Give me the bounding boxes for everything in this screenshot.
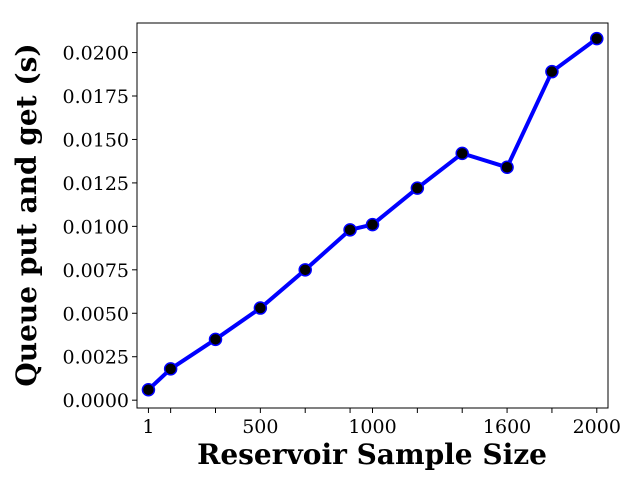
plot-area-frame <box>136 22 609 409</box>
data-point <box>343 223 357 237</box>
y-tick-label: 0.0050 <box>63 303 129 325</box>
x-tick-label: 1600 <box>483 416 531 438</box>
data-point <box>545 64 559 79</box>
y-tick-label: 0.0075 <box>63 260 129 282</box>
data-point <box>253 301 268 315</box>
data-point <box>141 382 156 397</box>
y-tick-label: 0.0175 <box>63 86 129 108</box>
y-axis-label: Queue put and get (s) <box>10 43 43 386</box>
series-line <box>147 36 598 392</box>
data-point <box>590 31 604 46</box>
y-tick-label: 0.0200 <box>63 43 129 65</box>
y-tick-label: 0.0100 <box>63 216 129 238</box>
x-axis-label: Reservoir Sample Size <box>197 438 547 471</box>
data-point <box>410 181 425 195</box>
y-tick-label: 0.0000 <box>63 390 129 412</box>
data-point <box>163 362 178 376</box>
x-axis-ticks: 1 500 1000 1600 2000 <box>142 408 621 438</box>
x-tick-label: 500 <box>242 416 278 438</box>
x-tick-label: 2000 <box>573 416 621 438</box>
y-tick-label: 0.0150 <box>63 129 129 151</box>
data-point <box>455 146 469 161</box>
x-tick-label: 1000 <box>348 416 396 438</box>
data-point <box>208 332 223 347</box>
y-tick-label: 0.0025 <box>63 347 129 369</box>
y-axis-ticks: 0.0000 0.0025 0.0050 0.0075 0.0100 0.0125 0.01… <box>63 43 137 412</box>
data-point <box>500 160 514 175</box>
series-layer <box>141 31 604 397</box>
y-tick-label: 0.0125 <box>63 173 129 195</box>
data-point <box>298 263 312 277</box>
x-tick-label: 1 <box>142 416 154 438</box>
data-point <box>365 217 380 232</box>
